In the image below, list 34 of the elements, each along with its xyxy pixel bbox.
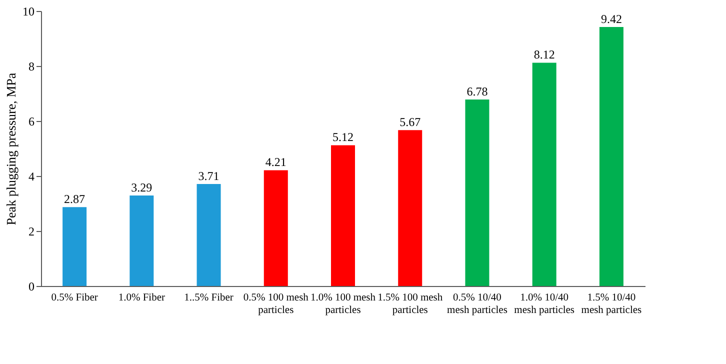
y-tick-label: 8 — [28, 60, 34, 74]
data-label: 5.67 — [400, 115, 421, 130]
data-label: 3.29 — [131, 180, 152, 195]
y-tick-label: 10 — [22, 4, 34, 18]
data-label: 8.12 — [534, 48, 555, 62]
y-tick-label: 4 — [28, 170, 34, 184]
data-label: 4.21 — [265, 155, 286, 170]
bar — [62, 207, 87, 286]
x-tick-label: 1.0% Fiber — [118, 292, 166, 304]
bar — [264, 170, 288, 286]
x-tick-label: 0.5% Fiber — [51, 292, 98, 304]
x-tick-label: 1..5% Fiber — [184, 292, 234, 304]
bar — [130, 196, 154, 286]
x-tick-label: 1.0% 100 mesh particles — [310, 292, 376, 316]
data-label: 2.87 — [64, 192, 86, 206]
bar — [398, 130, 422, 286]
x-tick-label: 1.5% 10/40 mesh particles — [581, 292, 642, 316]
x-tick-label: 1.5% 100 mesh particles — [378, 292, 444, 316]
y-tick-label: 0 — [28, 280, 34, 294]
bar — [599, 26, 624, 286]
y-axis-title: Peak plugging pressure, MPa — [4, 72, 18, 226]
data-label: 5.12 — [332, 130, 354, 144]
bar — [331, 145, 355, 286]
bar — [532, 62, 556, 286]
x-tick-label: 1.0% 10/40 mesh particles — [514, 292, 575, 316]
data-label: 6.78 — [466, 84, 488, 99]
data-label: 3.71 — [198, 168, 220, 183]
data-label: 9.42 — [600, 12, 622, 26]
bar — [465, 100, 490, 286]
y-tick-label: 6 — [28, 114, 34, 128]
x-tick-label: 0.5% 10/40 mesh particles — [447, 292, 508, 316]
bar — [196, 184, 221, 286]
y-tick-label: 2 — [28, 224, 34, 238]
x-tick-label: 0.5% 100 mesh particles — [243, 292, 310, 316]
